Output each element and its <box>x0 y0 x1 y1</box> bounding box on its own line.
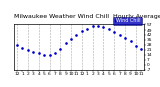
Legend: Wind Chill: Wind Chill <box>113 17 142 25</box>
Text: Milwaukee Weather Wind Chill  Hourly Average  (24 Hours): Milwaukee Weather Wind Chill Hourly Aver… <box>14 14 160 19</box>
